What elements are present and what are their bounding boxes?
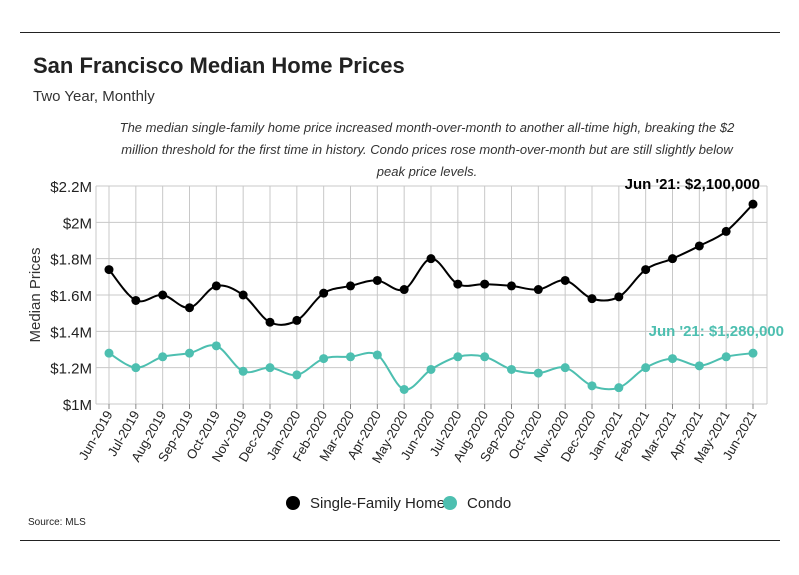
- chart-title: San Francisco Median Home Prices: [33, 53, 405, 78]
- single-family-home-point: [372, 275, 382, 285]
- single-family-home-point: [346, 281, 355, 291]
- condo-point: [533, 368, 543, 378]
- single-family-home-point: [748, 199, 758, 209]
- condo-callout: Jun '21: $1,280,000: [649, 323, 784, 340]
- condo-point: [641, 363, 651, 373]
- chart-annotation: The median single-family home price incr…: [119, 120, 735, 179]
- single-family-home-point: [560, 275, 570, 285]
- legend-label-single-family: Single-Family Home: [310, 495, 445, 512]
- single-family-home-point: [587, 294, 597, 304]
- single-family-home-point: [211, 281, 221, 291]
- condo-point: [319, 354, 329, 364]
- y-tick-label: $2M: [63, 215, 92, 232]
- single-family-home-point: [185, 303, 194, 313]
- condo-point: [480, 352, 490, 362]
- single-family-callout: Jun '21: $2,100,000: [625, 176, 760, 193]
- condo-point: [668, 354, 677, 364]
- single-family-home-point: [292, 315, 302, 325]
- condo-point: [158, 352, 168, 362]
- condo-point: [131, 363, 141, 373]
- single-family-home-point: [131, 295, 141, 305]
- single-family-home-point: [694, 241, 704, 251]
- condo-point: [426, 364, 436, 374]
- condo-point: [104, 348, 114, 358]
- single-family-home-point: [426, 254, 436, 264]
- condo-point: [372, 350, 382, 360]
- y-tick-label: $1.2M: [50, 361, 92, 378]
- condo-point: [265, 363, 275, 373]
- condo-point: [721, 352, 731, 362]
- condo-point: [560, 363, 570, 373]
- single-family-home-point: [319, 288, 329, 298]
- condo-point: [238, 366, 248, 376]
- condo-point: [507, 364, 516, 374]
- condo-point: [185, 348, 194, 358]
- y-tick-label: $1M: [63, 397, 92, 414]
- single-family-home-point: [158, 290, 168, 300]
- legend-marker-single-family: [286, 496, 300, 510]
- condo-point: [694, 361, 704, 371]
- y-axis-title: Median Prices: [27, 247, 44, 342]
- bottom-rule: [20, 540, 780, 541]
- single-family-home-point: [265, 317, 275, 327]
- single-family-home-point: [399, 285, 409, 295]
- single-family-home-point: [104, 265, 114, 275]
- single-family-home-point: [507, 281, 516, 291]
- source-note: Source: MLS: [28, 517, 86, 528]
- y-tick-label: $1.6M: [50, 288, 92, 305]
- condo-point: [292, 370, 302, 380]
- condo-point: [399, 384, 409, 394]
- single-family-home-point: [453, 279, 463, 289]
- single-family-home-point: [614, 292, 624, 302]
- single-family-home-point: [480, 279, 490, 289]
- single-family-home-point: [238, 290, 248, 300]
- top-rule: [20, 32, 780, 33]
- chart-subtitle: Two Year, Monthly: [33, 88, 155, 105]
- y-tick-label: $2.2M: [50, 179, 92, 196]
- condo-point: [211, 341, 221, 351]
- y-tick-label: $1.8M: [50, 252, 92, 269]
- condo-point: [587, 381, 597, 391]
- single-family-home-point: [533, 285, 543, 295]
- legend-label-condo: Condo: [467, 495, 511, 512]
- single-family-home-point: [668, 254, 677, 264]
- y-tick-label: $1.4M: [50, 324, 92, 341]
- condo-point: [614, 383, 624, 393]
- condo-point: [346, 352, 355, 362]
- condo-point: [748, 348, 758, 358]
- single-family-home-point: [641, 265, 651, 275]
- condo-point: [453, 352, 463, 362]
- single-family-home-point: [721, 226, 731, 236]
- legend-marker-condo: [443, 496, 457, 510]
